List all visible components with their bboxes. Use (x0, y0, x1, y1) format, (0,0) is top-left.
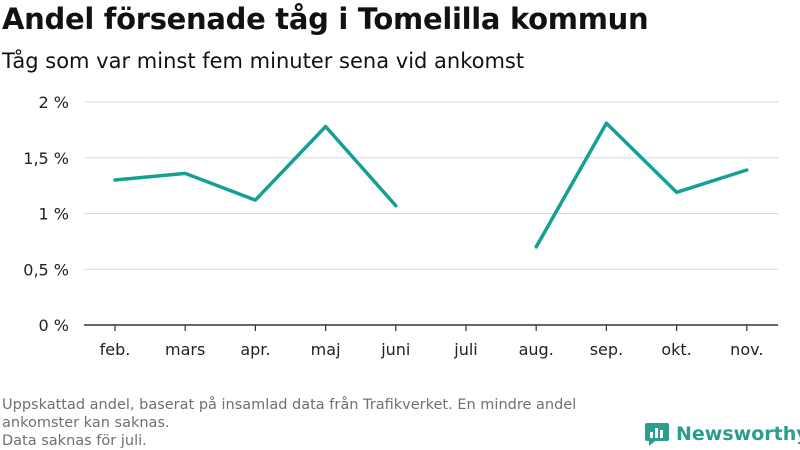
chart-subtitle: Tåg som var minst fem minuter sena vid a… (2, 49, 525, 73)
y-tick-label: 2 % (39, 93, 69, 112)
chart-title: Andel försenade tåg i Tomelilla kommun (2, 2, 649, 36)
y-tick-label: 1 % (39, 205, 69, 224)
footnote-line: Data saknas för juli. (2, 433, 147, 449)
y-tick-label: 0 % (39, 316, 69, 335)
y-tick-label: 1,5 % (23, 149, 69, 168)
line-chart: 0 % 0,5 % 1 % 1,5 % 2 % feb. mars apr. maj juni ju… (23, 93, 778, 359)
x-tick-label: sep. (590, 340, 623, 359)
x-tick-label: apr. (240, 340, 270, 359)
x-tick-label: okt. (661, 340, 691, 359)
series-line (534, 121, 749, 249)
brand-name: Newsworthy (676, 423, 800, 445)
footnote-line: Uppskattad andel, baserat på insamlad da… (2, 397, 577, 413)
x-tick-label: juli (453, 340, 477, 359)
x-tick-label: maj (311, 340, 341, 359)
footnote: Uppskattad andel, baserat på insamlad da… (2, 396, 642, 450)
x-tick-label: mars (165, 340, 205, 359)
y-tick-label: 0,5 % (23, 260, 69, 279)
newsworthy-logo-icon (645, 423, 669, 446)
x-tick-label: feb. (100, 340, 131, 359)
series-line (113, 124, 398, 208)
brand-logo: Newsworthy (644, 420, 800, 448)
x-tick-label: juni (380, 340, 410, 359)
x-tick-label: nov. (730, 340, 763, 359)
x-tick-label: aug. (519, 340, 554, 359)
footnote-line: ankomster kan saknas. (2, 415, 170, 431)
